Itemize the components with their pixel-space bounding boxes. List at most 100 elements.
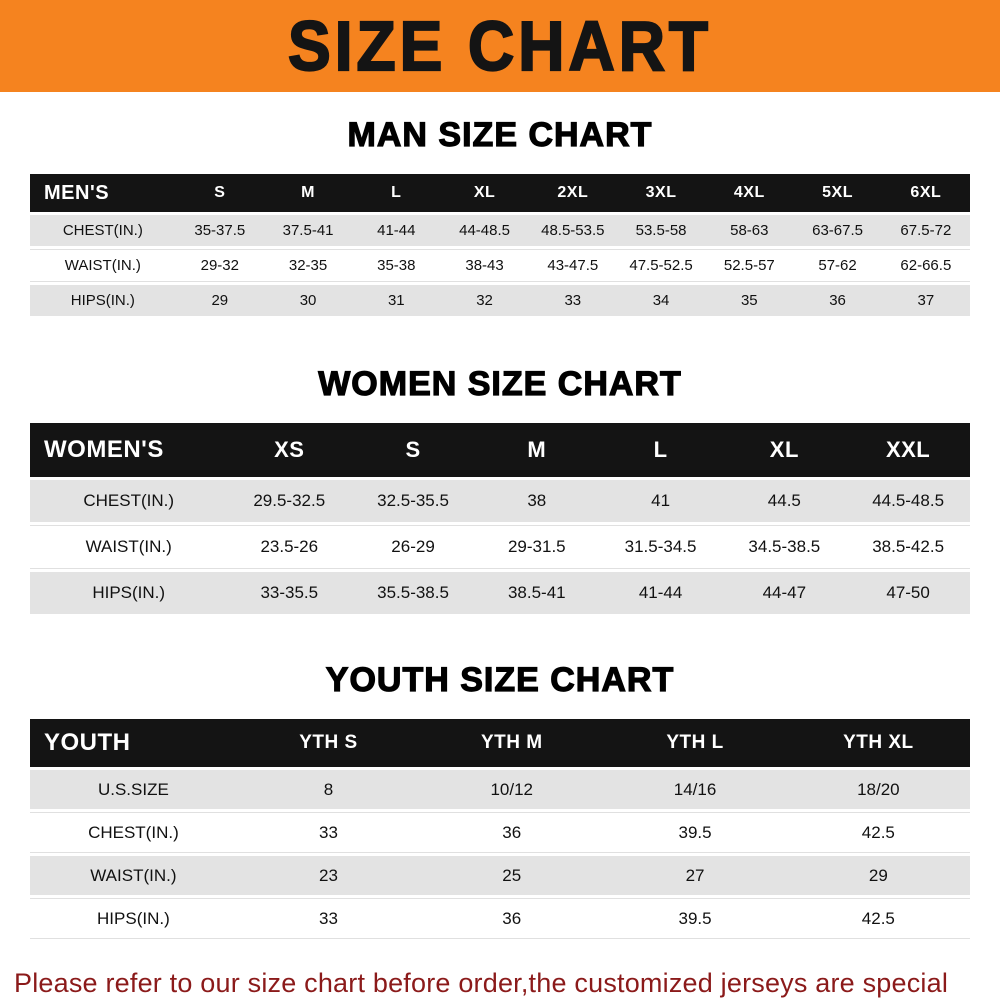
size-column-header: YTH M <box>420 719 604 767</box>
size-value: 42.5 <box>786 812 970 853</box>
measurement-row: CHEST(IN.) 29.5-32.5 32.5-35.5 38 41 44.5 44.5… <box>30 480 970 522</box>
table-header-row: WOMEN'S XS S M L XL XXL <box>30 423 970 477</box>
size-column-header: 2XL <box>528 174 617 212</box>
size-value: 34 <box>616 285 706 316</box>
size-value: 35-37.5 <box>175 215 264 246</box>
size-value: 36 <box>420 812 604 853</box>
size-value: 27 <box>603 856 787 895</box>
size-value: 44-47 <box>722 572 847 614</box>
size-column-header: 4XL <box>705 174 794 212</box>
size-value: 35 <box>705 285 794 316</box>
row-label: CHEST(IN.) <box>30 215 176 246</box>
size-column-header: M <box>263 174 353 212</box>
measurement-row: CHEST(IN.) 33 36 39.5 42.5 <box>30 812 970 853</box>
row-label: HIPS(IN.) <box>30 572 228 614</box>
size-value: 32-35 <box>263 249 353 282</box>
size-value: 30 <box>263 285 353 316</box>
size-value: 38.5-41 <box>474 572 599 614</box>
size-value: 10/12 <box>420 770 604 809</box>
measurement-row: CHEST(IN.) 35-37.5 37.5-41 41-44 44-48.5 48.5… <box>30 215 970 246</box>
size-value: 67.5-72 <box>881 215 970 246</box>
size-value: 48.5-53.5 <box>528 215 617 246</box>
size-value: 38.5-42.5 <box>846 525 970 569</box>
size-column-header: L <box>352 174 441 212</box>
size-value: 29 <box>786 856 970 895</box>
size-value: 47-50 <box>846 572 970 614</box>
row-label: HIPS(IN.) <box>30 285 176 316</box>
size-value: 34.5-38.5 <box>722 525 847 569</box>
measurement-row: WAIST(IN.) 23 25 27 29 <box>30 856 970 895</box>
table-title: WOMEN'S <box>30 423 228 477</box>
table-title: YOUTH <box>30 719 237 767</box>
size-column-header: XL <box>440 174 529 212</box>
size-chart-section: MAN SIZE CHART MEN'S S M L XL 2XL 3XL 4XL 5XL 6XL C… <box>0 115 1000 319</box>
row-label: U.S.SIZE <box>30 770 237 809</box>
size-value: 29-32 <box>175 249 264 282</box>
measurement-row: HIPS(IN.) 33-35.5 35.5-38.5 38.5-41 41-44 44-… <box>30 572 970 614</box>
size-value: 53.5-58 <box>616 215 706 246</box>
size-value: 36 <box>793 285 882 316</box>
size-value: 26-29 <box>351 525 475 569</box>
size-value: 33 <box>236 812 421 853</box>
size-value: 52.5-57 <box>705 249 794 282</box>
size-value: 14/16 <box>603 770 787 809</box>
size-value: 38-43 <box>440 249 529 282</box>
size-value: 37.5-41 <box>263 215 353 246</box>
size-value: 33-35.5 <box>227 572 352 614</box>
size-column-header: XL <box>722 423 847 477</box>
size-value: 57-62 <box>793 249 882 282</box>
size-column-header: L <box>598 423 723 477</box>
table-header-row: YOUTH YTH S YTH M YTH L YTH XL <box>30 719 970 767</box>
size-value: 33 <box>236 898 421 939</box>
size-value: 31 <box>352 285 441 316</box>
measurement-row: U.S.SIZE 8 10/12 14/16 18/20 <box>30 770 970 809</box>
row-label: CHEST(IN.) <box>30 480 228 522</box>
size-value: 62-66.5 <box>881 249 970 282</box>
size-value: 31.5-34.5 <box>598 525 723 569</box>
section-heading: YOUTH SIZE CHART <box>325 660 675 699</box>
size-value: 29.5-32.5 <box>227 480 352 522</box>
size-column-header: 6XL <box>881 174 970 212</box>
size-column-header: YTH L <box>603 719 787 767</box>
section-heading: MAN SIZE CHART <box>347 115 653 154</box>
measurement-row: HIPS(IN.) 33 36 39.5 42.5 <box>30 898 970 939</box>
size-value: 39.5 <box>603 898 787 939</box>
size-chart-section: YOUTH SIZE CHART YOUTH YTH S YTH M YTH L YTH … <box>0 660 1000 942</box>
sections-container: MAN SIZE CHART MEN'S S M L XL 2XL 3XL 4XL 5XL 6XL C… <box>0 115 1000 942</box>
size-value: 29-31.5 <box>474 525 599 569</box>
disclaimer: Please refer to our size chart before or… <box>0 966 1000 1000</box>
size-value: 43-47.5 <box>528 249 617 282</box>
size-chart-banner: SIZE CHART <box>0 0 1000 92</box>
size-column-header: S <box>175 174 264 212</box>
row-label: HIPS(IN.) <box>30 898 237 939</box>
size-column-header: M <box>474 423 599 477</box>
section-heading: WOMEN SIZE CHART <box>318 364 682 403</box>
size-column-header: YTH XL <box>786 719 970 767</box>
row-label: WAIST(IN.) <box>30 525 228 569</box>
table-header-row: MEN'S S M L XL 2XL 3XL 4XL 5XL 6XL <box>30 174 970 212</box>
size-value: 39.5 <box>603 812 787 853</box>
size-value: 37 <box>881 285 970 316</box>
size-value: 58-63 <box>705 215 794 246</box>
size-column-header: 5XL <box>793 174 882 212</box>
row-label: WAIST(IN.) <box>30 249 176 282</box>
size-column-header: YTH S <box>236 719 421 767</box>
size-value: 33 <box>528 285 617 316</box>
row-label: CHEST(IN.) <box>30 812 237 853</box>
size-value: 41-44 <box>598 572 723 614</box>
table-title: MEN'S <box>30 174 176 212</box>
measurement-row: WAIST(IN.) 29-32 32-35 35-38 38-43 43-47.5 47.… <box>30 249 970 282</box>
size-value: 8 <box>236 770 421 809</box>
size-value: 38 <box>474 480 599 522</box>
size-value: 25 <box>420 856 604 895</box>
banner-title: SIZE CHART <box>287 6 712 86</box>
row-label: WAIST(IN.) <box>30 856 237 895</box>
size-value: 32 <box>440 285 529 316</box>
size-value: 44.5-48.5 <box>846 480 970 522</box>
size-value: 42.5 <box>786 898 970 939</box>
size-value: 44-48.5 <box>440 215 529 246</box>
size-value: 47.5-52.5 <box>616 249 706 282</box>
size-column-header: 3XL <box>616 174 706 212</box>
size-value: 41-44 <box>352 215 441 246</box>
size-value: 36 <box>420 898 604 939</box>
